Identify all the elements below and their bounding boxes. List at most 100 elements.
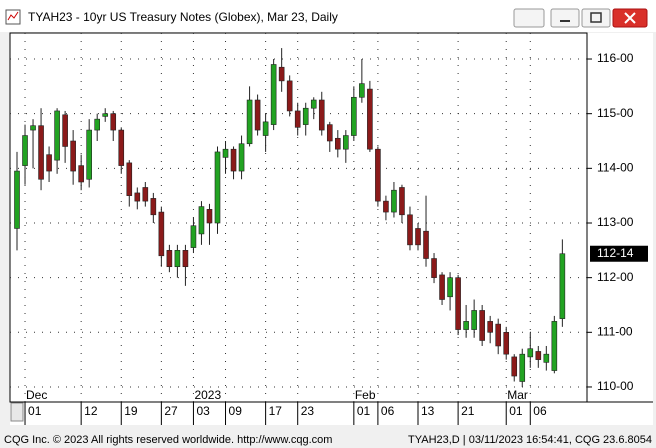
- candle-body: [479, 310, 485, 341]
- candle-body: [150, 198, 157, 216]
- candle-body: [527, 348, 534, 358]
- window-title: TYAH23 - 10yr US Treasury Notes (Globex)…: [28, 10, 338, 24]
- title-bar: [0, 0, 656, 32]
- candle-body: [495, 323, 502, 347]
- candle-body: [262, 121, 269, 136]
- y-tick-label: 113-00: [597, 215, 634, 229]
- y-tick-label: 111-00: [597, 324, 633, 338]
- candle-body: [246, 99, 253, 145]
- scroll-handle[interactable]: [10, 402, 24, 422]
- y-tick-label: 116-00: [597, 51, 634, 65]
- x-tick-label: 01: [28, 404, 42, 418]
- candle-body: [383, 200, 389, 213]
- candle-body: [30, 125, 36, 131]
- candle-body: [399, 187, 405, 216]
- x-tick-label: 19: [124, 404, 138, 418]
- candle-body: [70, 140, 76, 172]
- candle-body: [46, 154, 52, 172]
- x-tick-label: 27: [164, 404, 178, 418]
- candle-body: [270, 64, 277, 125]
- y-tick-label: 112-00: [597, 270, 634, 284]
- candle-body: [407, 214, 413, 246]
- candle-body: [166, 250, 173, 268]
- candle-body: [359, 83, 365, 98]
- footer-right: TYAH23,D | 03/11/2023 16:54:41, CQG 23.6…: [408, 434, 652, 446]
- candle-body: [22, 135, 28, 166]
- candle-body: [278, 66, 285, 82]
- last-price-box: [590, 245, 648, 262]
- candle-body: [214, 151, 221, 224]
- x-tick-label: 21: [461, 404, 475, 418]
- y-tick-label: 115-00: [597, 106, 634, 120]
- candle-body: [423, 230, 429, 259]
- candle-body: [254, 99, 261, 131]
- x-tick-label: 13: [421, 404, 435, 418]
- candle-body: [134, 192, 141, 202]
- candle-body: [158, 211, 165, 257]
- candle-body: [447, 277, 453, 298]
- x-tick-label: 23: [301, 404, 315, 418]
- candle-body: [519, 353, 526, 382]
- candle-body: [431, 258, 437, 278]
- candle-body: [294, 110, 301, 128]
- candle-body: [94, 118, 100, 131]
- candle-body: [551, 321, 558, 371]
- footer-left: CQG Inc. © 2023 All rights reserved worl…: [4, 434, 332, 446]
- candle-body: [118, 129, 125, 166]
- candle-body: [535, 351, 542, 360]
- candle-body: [182, 250, 189, 268]
- candle-body: [334, 137, 341, 150]
- month-label: Feb: [355, 388, 376, 402]
- candle-body: [14, 170, 20, 229]
- x-tick-label: 09: [229, 404, 243, 418]
- candle-body: [471, 310, 477, 330]
- x-tick-label: 06: [533, 404, 547, 418]
- candle-body: [126, 162, 133, 196]
- candle-body: [439, 274, 445, 300]
- candle-body: [198, 206, 205, 235]
- candle-body: [174, 250, 181, 268]
- candle-body: [503, 332, 510, 355]
- candle-body: [511, 356, 518, 377]
- x-tick-label: 01: [509, 404, 523, 418]
- x-tick-label: 03: [196, 404, 210, 418]
- candle-body: [38, 125, 44, 180]
- x-tick-label: 17: [269, 404, 283, 418]
- candle-body: [190, 225, 197, 248]
- candle-body: [415, 228, 421, 246]
- candle-body: [86, 129, 92, 180]
- candle-body: [367, 88, 373, 150]
- month-label: Dec: [26, 388, 47, 402]
- candle-body: [391, 189, 397, 213]
- candle-body: [54, 110, 60, 161]
- month-label: 2023: [194, 388, 221, 402]
- candle-body: [142, 187, 149, 202]
- candle-body: [310, 99, 317, 109]
- month-label: Mar: [507, 388, 528, 402]
- candle-body: [286, 80, 293, 112]
- candle-body: [463, 321, 469, 330]
- window-icon-graph: [7, 11, 19, 21]
- y-tick-label: 114-00: [597, 161, 634, 175]
- link-button[interactable]: [513, 8, 545, 28]
- candle-body: [62, 114, 68, 147]
- plot-layer: 110-00 111-00 112-00 113-00 114-00 115-00 116-…: [10, 33, 648, 425]
- candle-body: [78, 165, 84, 183]
- candle-body: [102, 113, 109, 117]
- minimize-button[interactable]: [550, 8, 580, 28]
- candle-body: [559, 253, 566, 319]
- candle-body: [543, 353, 550, 363]
- candle-body: [110, 113, 117, 131]
- close-glyph: [624, 12, 636, 24]
- candle-body: [343, 135, 349, 150]
- maximize-glyph: [590, 12, 602, 23]
- x-tick-label: 06: [381, 404, 395, 418]
- candle-body: [238, 143, 245, 172]
- maximize-button[interactable]: [581, 8, 611, 28]
- candle-body: [318, 99, 325, 131]
- x-tick-label: 01: [357, 404, 371, 418]
- candle-body: [230, 148, 237, 172]
- candle-body: [455, 277, 461, 330]
- candle-body: [326, 124, 333, 142]
